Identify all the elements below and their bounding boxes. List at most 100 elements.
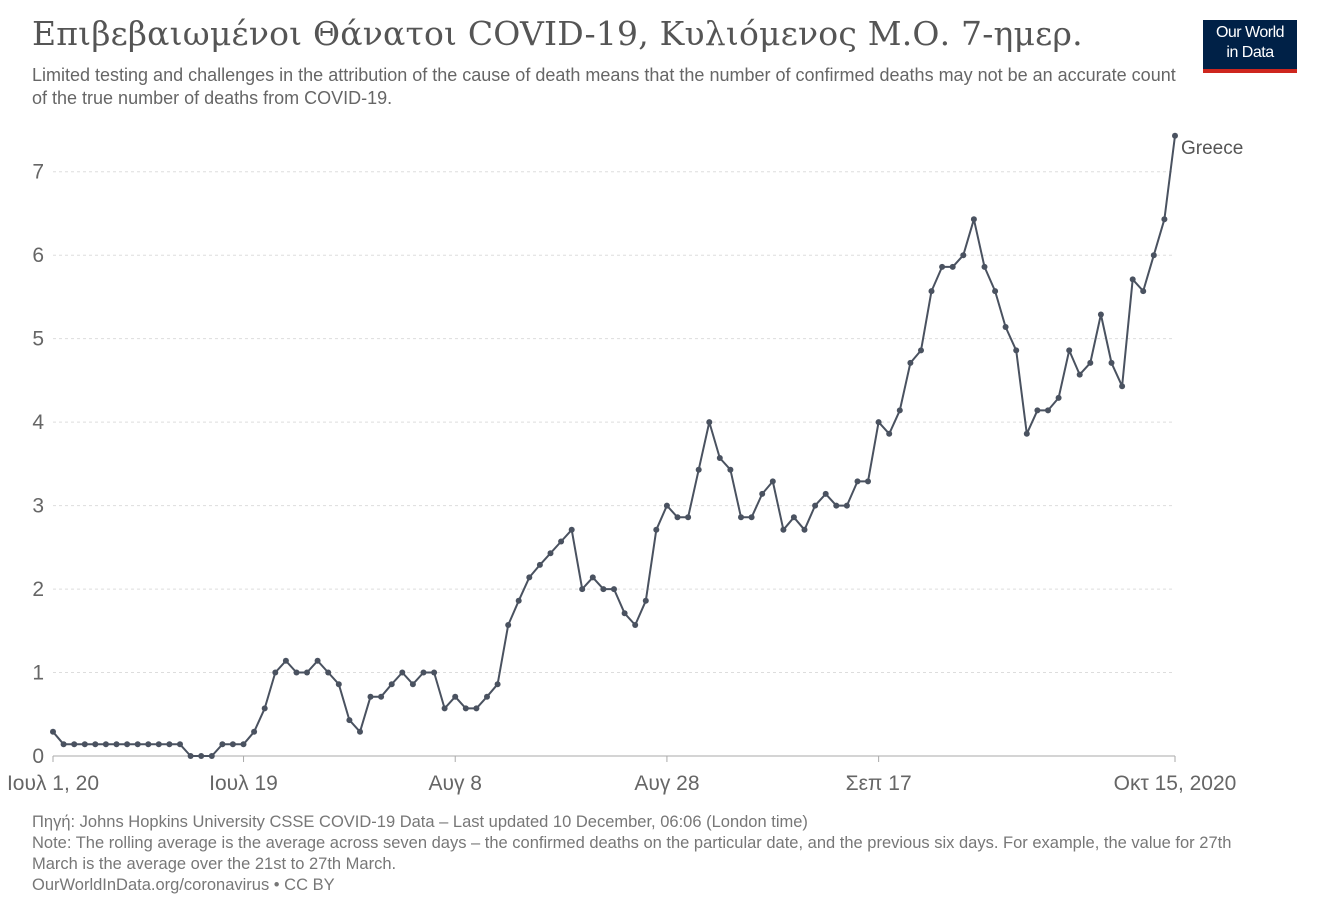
series-label-greece[interactable]: Greece	[1181, 138, 1243, 159]
data-point[interactable]	[865, 478, 871, 485]
data-point[interactable]	[314, 657, 321, 664]
data-point[interactable]	[208, 753, 215, 759]
data-point[interactable]	[357, 728, 363, 735]
data-point[interactable]	[50, 728, 56, 735]
data-point[interactable]	[166, 741, 173, 748]
data-point[interactable]	[589, 574, 596, 581]
data-point[interactable]	[81, 741, 88, 748]
data-point[interactable]	[515, 597, 522, 604]
data-point[interactable]	[907, 359, 914, 366]
data-point[interactable]	[325, 669, 332, 676]
data-point[interactable]	[695, 466, 702, 473]
data-point[interactable]	[1023, 430, 1030, 437]
data-point[interactable]	[1161, 216, 1168, 223]
data-point[interactable]	[981, 263, 988, 270]
data-point[interactable]	[293, 669, 300, 676]
data-point[interactable]	[1066, 347, 1073, 354]
data-point[interactable]	[134, 741, 141, 748]
data-point[interactable]	[240, 741, 247, 748]
data-point[interactable]	[812, 502, 819, 509]
data-point[interactable]	[1002, 324, 1009, 330]
data-point[interactable]	[738, 514, 744, 521]
data-point[interactable]	[304, 669, 310, 676]
data-point[interactable]	[706, 419, 713, 426]
data-point[interactable]	[579, 586, 586, 593]
data-point[interactable]	[282, 657, 289, 664]
data-point[interactable]	[568, 526, 575, 533]
data-point[interactable]	[92, 741, 99, 748]
data-point[interactable]	[970, 216, 977, 223]
data-point[interactable]	[399, 669, 406, 676]
data-point[interactable]	[60, 741, 67, 748]
data-point[interactable]	[642, 597, 649, 604]
data-point[interactable]	[854, 478, 861, 485]
data-point[interactable]	[1140, 288, 1147, 295]
data-point[interactable]	[1119, 383, 1126, 390]
data-point[interactable]	[102, 741, 109, 748]
data-point[interactable]	[346, 717, 353, 724]
data-point[interactable]	[367, 693, 374, 700]
data-point[interactable]	[790, 514, 797, 521]
data-point[interactable]	[494, 681, 501, 688]
data-point[interactable]	[261, 705, 268, 712]
data-point[interactable]	[1097, 311, 1104, 318]
data-point[interactable]	[685, 514, 692, 521]
data-point[interactable]	[748, 514, 755, 521]
data-point[interactable]	[600, 586, 607, 593]
data-point[interactable]	[155, 741, 162, 748]
data-point[interactable]	[484, 693, 490, 700]
data-point[interactable]	[843, 502, 850, 509]
data-point[interactable]	[949, 263, 956, 270]
data-point[interactable]	[558, 538, 565, 545]
data-point[interactable]	[547, 550, 554, 557]
data-point[interactable]	[1055, 394, 1062, 401]
data-point[interactable]	[1108, 359, 1115, 366]
data-point[interactable]	[219, 741, 226, 748]
data-point[interactable]	[928, 288, 935, 295]
data-point[interactable]	[409, 681, 416, 688]
data-point[interactable]	[198, 753, 205, 759]
data-point[interactable]	[431, 669, 438, 676]
data-point[interactable]	[611, 586, 617, 593]
data-point[interactable]	[960, 252, 967, 259]
data-point[interactable]	[388, 681, 395, 688]
data-point[interactable]	[992, 288, 999, 295]
data-point[interactable]	[653, 526, 660, 533]
data-point[interactable]	[886, 430, 893, 437]
footer-url[interactable]: OurWorldInData.org/coronavirus • CC BY	[32, 876, 335, 894]
data-point[interactable]	[663, 502, 670, 509]
data-point[interactable]	[1129, 276, 1136, 283]
data-point[interactable]	[177, 741, 183, 748]
data-point[interactable]	[420, 669, 427, 676]
data-point[interactable]	[918, 347, 924, 354]
data-point[interactable]	[632, 622, 639, 628]
data-point[interactable]	[536, 561, 543, 568]
data-point[interactable]	[505, 622, 512, 628]
data-point[interactable]	[251, 728, 258, 735]
series-line-greece[interactable]	[52, 135, 1176, 757]
data-point[interactable]	[1172, 132, 1178, 139]
data-point[interactable]	[526, 574, 533, 581]
data-point[interactable]	[716, 455, 723, 461]
data-point[interactable]	[441, 705, 448, 712]
data-point[interactable]	[833, 502, 840, 509]
data-point[interactable]	[875, 419, 882, 426]
data-point[interactable]	[462, 705, 469, 712]
data-point[interactable]	[452, 693, 459, 700]
data-point[interactable]	[674, 514, 681, 521]
owid-logo[interactable]: Our World in Data	[1203, 20, 1297, 73]
data-point[interactable]	[769, 478, 776, 485]
data-point[interactable]	[801, 526, 808, 533]
data-point[interactable]	[335, 681, 342, 688]
data-point[interactable]	[621, 610, 628, 617]
data-point[interactable]	[378, 693, 385, 700]
data-point[interactable]	[939, 263, 946, 270]
data-point[interactable]	[759, 490, 766, 497]
data-point[interactable]	[124, 741, 131, 748]
data-point[interactable]	[473, 705, 480, 712]
data-point[interactable]	[1076, 371, 1083, 378]
data-point[interactable]	[1150, 252, 1157, 259]
data-point[interactable]	[145, 741, 152, 748]
data-point[interactable]	[727, 466, 734, 473]
data-point[interactable]	[1034, 407, 1041, 414]
